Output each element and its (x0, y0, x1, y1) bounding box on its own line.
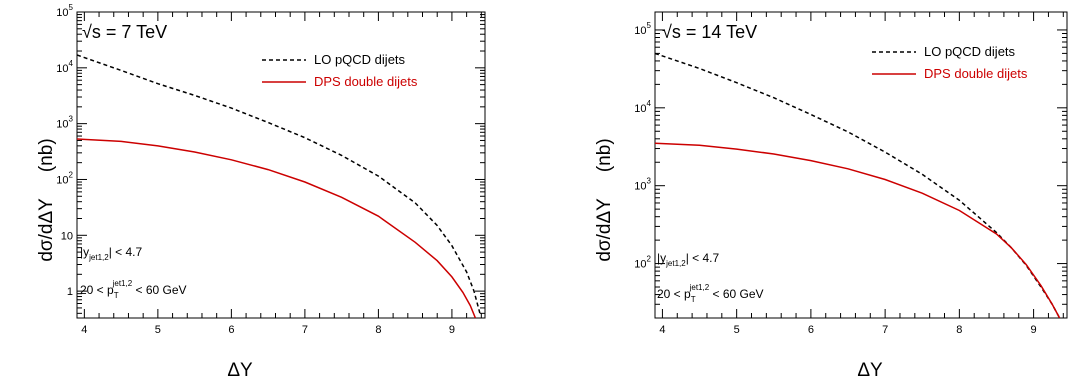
y-tick-label: 103 (634, 177, 651, 193)
y-tick-label: 102 (56, 170, 73, 186)
legend-label-dps: DPS double dijets (924, 66, 1028, 81)
x-axis-label-1: ΔY (227, 360, 253, 381)
pt-cut-2: 20 < pTjet1,2 < 60 GeV (657, 283, 764, 304)
x-tick-label: 9 (1031, 324, 1037, 336)
x-tick-label: 5 (734, 324, 740, 336)
x-tick-label: 4 (81, 324, 87, 336)
y-tick-label: 105 (56, 3, 73, 19)
sqrt-symbol: √ (662, 22, 672, 42)
x-tick-label: 7 (302, 324, 308, 336)
panel-1: dσ/dΔY(nb) ΔY √s = 7 TeV |yjet1,2| < 4.7… (36, 22, 418, 381)
x-axis-label-2: ΔY (857, 360, 883, 381)
plot-area-1: 4 5 6 7 8 9 1 10 102 103 104 105 (56, 3, 486, 336)
panel-2: dσ/dΔY(nb) ΔY √s = 14 TeV |yjet1,2| < 4.… (594, 22, 1028, 381)
y-tick-label: 1 (67, 286, 73, 298)
plot-marks: 4 5 6 7 8 9 1 10 102 103 104 105 4 5 6 7 8 9 102 103 104 105 (56, 3, 1068, 336)
y-tick-label: 10 (61, 230, 73, 242)
legend-label-dps: DPS double dijets (314, 74, 418, 89)
x-tick-label: 6 (808, 324, 814, 336)
y-tick-label: 103 (56, 115, 73, 131)
x-tick-label: 9 (449, 324, 455, 336)
legend-label-lo: LO pQCD dijets (924, 44, 1016, 59)
y-axis-label-1: dσ/dΔY(nb) (36, 138, 57, 261)
sqrt-symbol: √ (82, 22, 92, 42)
lo-pqcd-curve (77, 54, 481, 314)
legend-label-lo: LO pQCD dijets (314, 52, 406, 67)
y-tick-label: 104 (56, 59, 73, 75)
y-tick-label: 104 (634, 99, 651, 115)
rapidity-cut-1: |yjet1,2| < 4.7 (80, 245, 143, 262)
legend-2: LO pQCD dijets DPS double dijets (872, 44, 1028, 81)
energy-label-1: √s = 7 TeV (82, 22, 167, 42)
rapidity-cut-2: |yjet1,2| < 4.7 (657, 251, 720, 268)
x-tick-label: 6 (228, 324, 234, 336)
y-tick-label: 102 (634, 255, 651, 271)
energy-label-2: √s = 14 TeV (662, 22, 757, 42)
plot-area-2: 4 5 6 7 8 9 102 103 104 105 (634, 11, 1068, 336)
x-tick-label: 8 (956, 324, 962, 336)
x-tick-label: 4 (659, 324, 665, 336)
x-tick-label: 7 (882, 324, 888, 336)
lo-pqcd-curve (655, 52, 1061, 318)
dps-curve (77, 138, 477, 318)
y-tick-label: 105 (634, 21, 651, 37)
y-axis-label-2: dσ/dΔY(nb) (594, 138, 615, 261)
legend-1: LO pQCD dijets DPS double dijets (262, 52, 418, 89)
dps-curve (655, 142, 1061, 318)
plot-frame (76, 11, 486, 319)
x-tick-label: 8 (375, 324, 381, 336)
pt-cut-1: 20 < pTjet1,2 < 60 GeV (80, 279, 187, 300)
plot-frame (654, 11, 1068, 319)
x-tick-label: 5 (155, 324, 161, 336)
